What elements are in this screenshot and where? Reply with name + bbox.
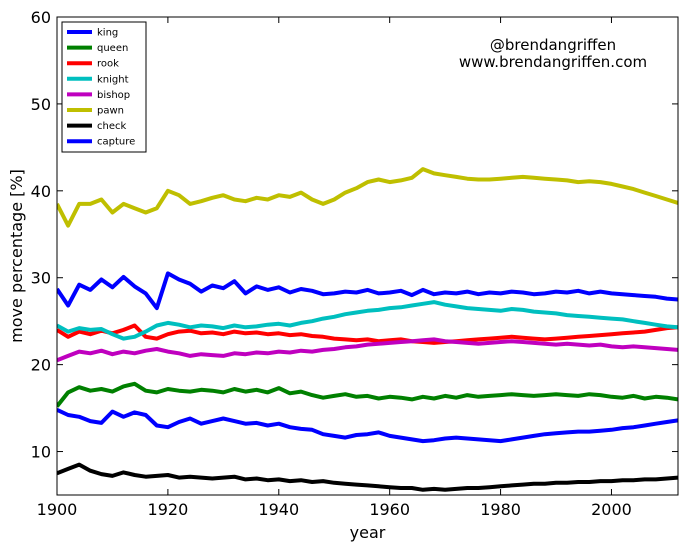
series-line-pawn	[57, 167, 678, 228]
annotation-website: www.brendangriffen.com	[459, 53, 647, 71]
series-line-queen	[57, 381, 678, 408]
legend-label-queen: queen	[97, 43, 128, 54]
legend-label-knight: knight	[97, 74, 129, 85]
legend-label-rook: rook	[97, 59, 119, 70]
plot-area-frame	[56, 16, 679, 496]
legend-label-pawn: pawn	[97, 106, 124, 117]
x-tick-label-1900: 1900	[37, 500, 78, 519]
legend-label-capture: capture	[97, 137, 135, 148]
legend-label-check: check	[97, 121, 126, 132]
y-tick-label-50: 50	[31, 95, 51, 114]
y-tick-label-30: 30	[31, 269, 51, 288]
series-line-king	[57, 271, 678, 311]
legend-label-bishop: bishop	[97, 90, 130, 101]
legend-frame	[61, 21, 147, 153]
legend: king queen rook knight bishop pawn check captur…	[61, 21, 147, 153]
x-tick-label-1960: 1960	[369, 500, 410, 519]
axis-ticks: 1900 1920 1940 1960 1980 2000 10 20 30 40 50 60	[31, 8, 678, 519]
series-line-knight	[57, 300, 678, 341]
series-line-rook	[57, 323, 678, 345]
x-tick-label-1940: 1940	[258, 500, 299, 519]
y-tick-label-20: 20	[31, 356, 51, 375]
x-tick-label-1920: 1920	[148, 500, 189, 519]
y-tick-label-60: 60	[31, 8, 51, 27]
legend-label-king: king	[97, 28, 118, 39]
y-tick-label-10: 10	[31, 443, 51, 462]
x-tick-label-2000: 2000	[591, 500, 632, 519]
x-axis-label: year	[350, 523, 386, 542]
series-line-capture	[57, 407, 678, 444]
x-tick-label-1980: 1980	[480, 500, 521, 519]
series-line-check	[57, 462, 678, 492]
annotation-handle: @brendangriffen	[490, 36, 616, 54]
y-tick-label-40: 40	[31, 182, 51, 201]
series-layer	[57, 167, 678, 492]
series-line-bishop	[57, 337, 678, 363]
y-axis-label: move percentage [%]	[7, 169, 26, 343]
